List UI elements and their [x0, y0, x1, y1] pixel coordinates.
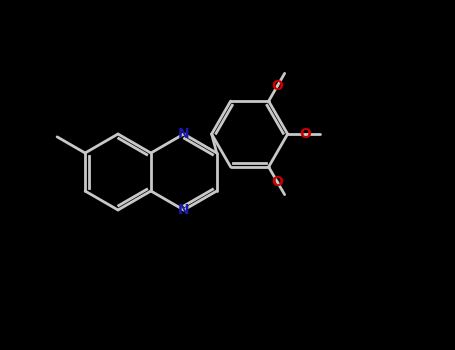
Text: O: O: [272, 175, 283, 189]
Text: O: O: [299, 127, 311, 141]
Text: O: O: [272, 79, 283, 93]
Text: N: N: [178, 127, 190, 141]
Text: N: N: [178, 203, 190, 217]
